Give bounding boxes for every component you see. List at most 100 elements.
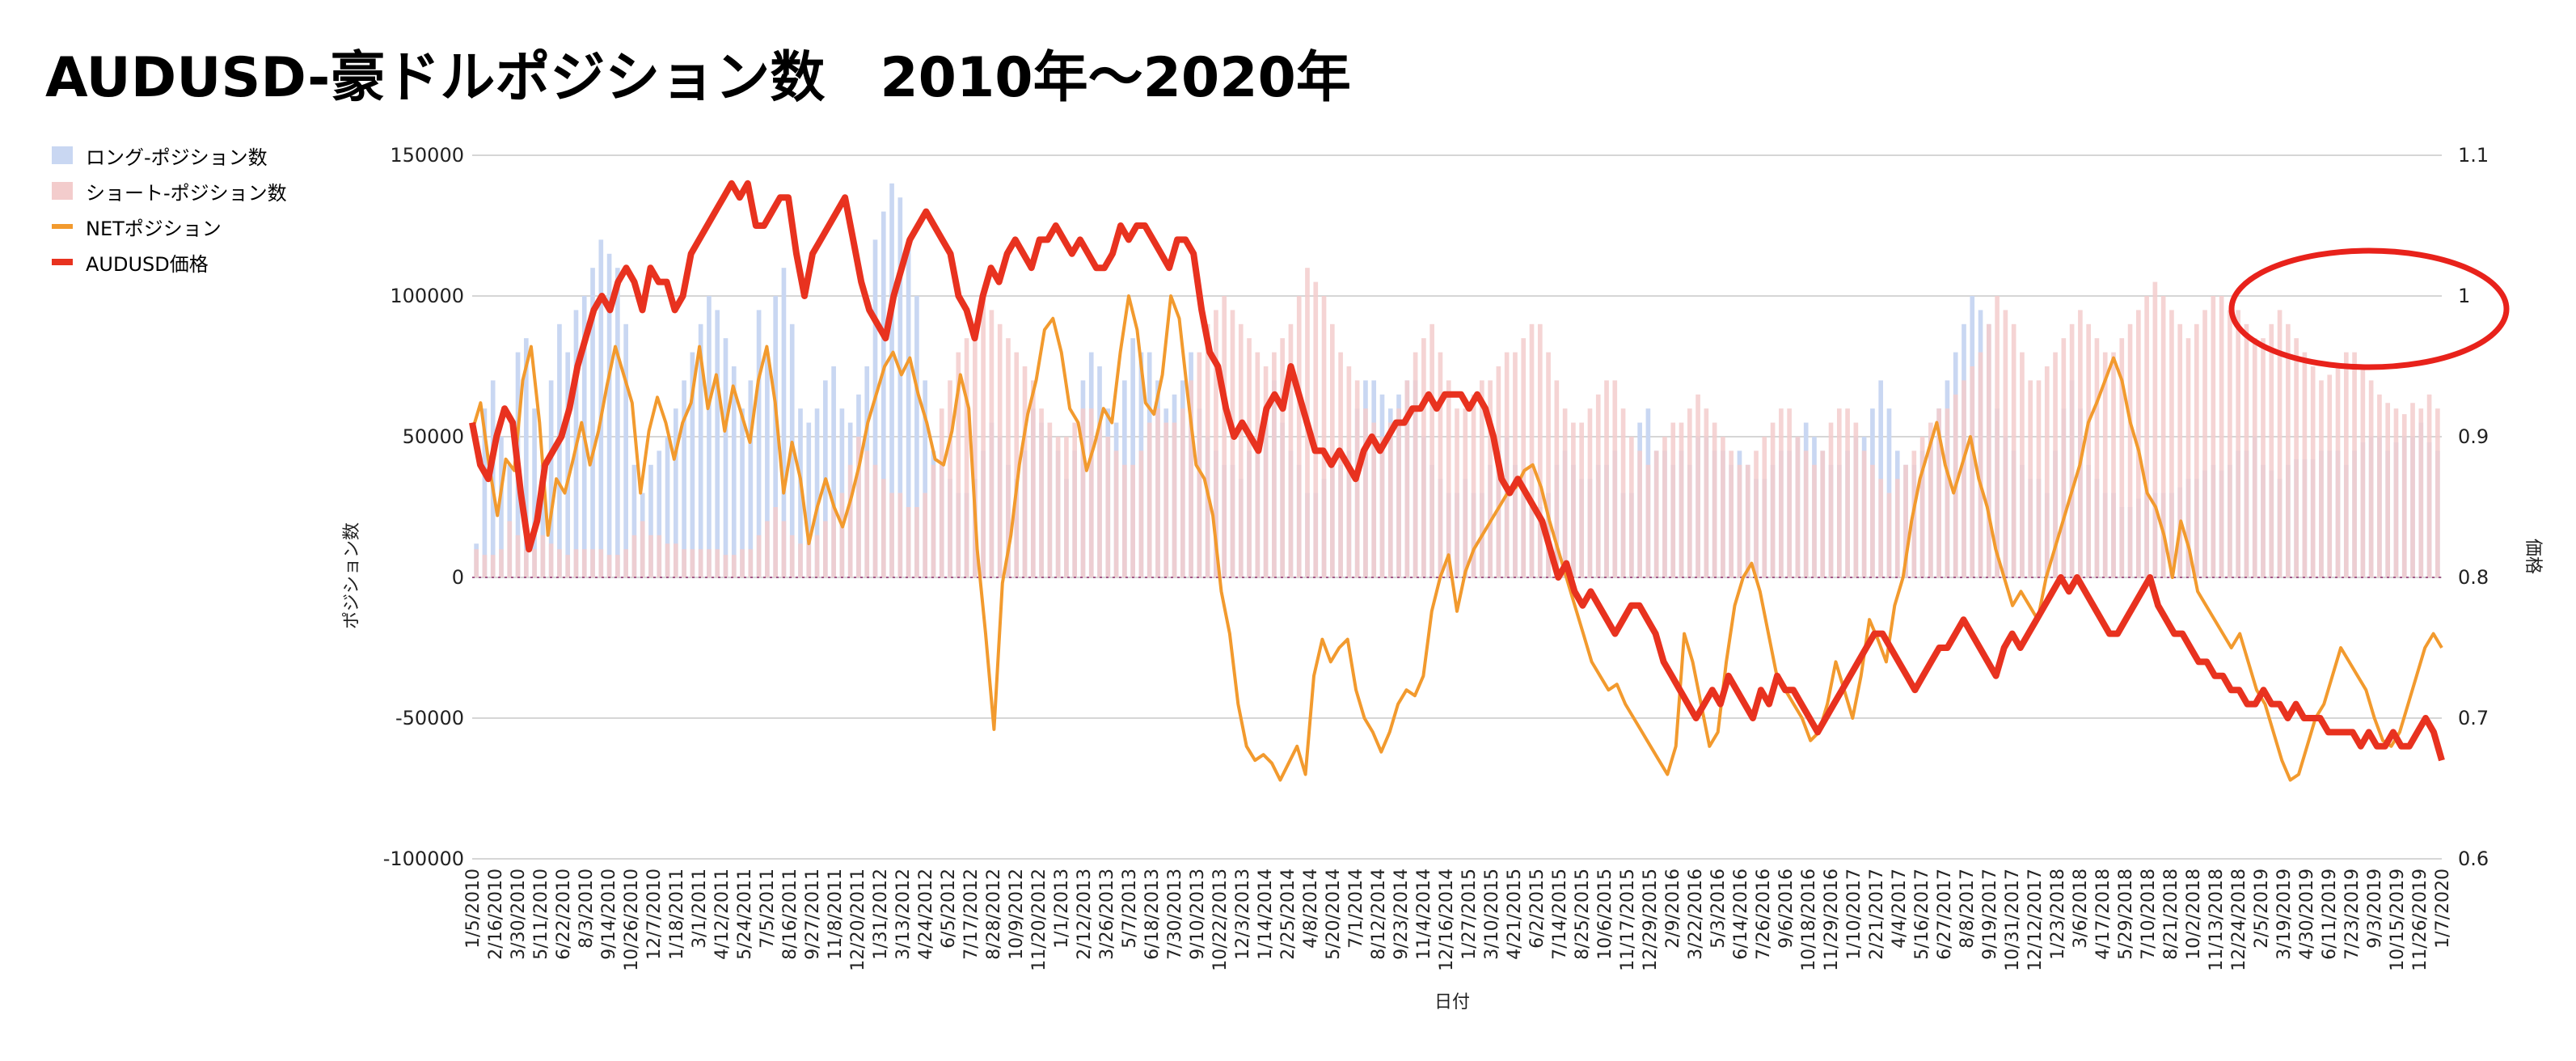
short-bar <box>2202 310 2207 577</box>
x-tick-label: 3/13/2012 <box>893 869 914 960</box>
short-bar <box>1870 464 1875 577</box>
x-tick-label: 5/3/2016 <box>1708 869 1729 949</box>
y2-tick-label: 0.9 <box>2458 425 2489 448</box>
short-bar <box>2036 380 2042 577</box>
y-tick-label: -50000 <box>395 707 464 729</box>
short-bar <box>914 507 919 577</box>
x-tick-label: 6/14/2016 <box>1731 869 1751 960</box>
legend-item-price[interactable]: AUDUSD価格 <box>52 244 287 280</box>
long-bar <box>665 437 670 577</box>
long-bar <box>606 253 612 577</box>
short-bar <box>1413 352 1418 577</box>
long-bar <box>707 296 712 577</box>
legend-item-long[interactable]: ロング-ポジション数 <box>52 137 287 173</box>
long-bar <box>756 310 762 577</box>
short-bar <box>1820 450 1826 577</box>
short-bar <box>1878 479 1884 577</box>
short-bar <box>781 521 787 577</box>
short-bar <box>482 555 488 577</box>
short-bar <box>1886 492 1892 577</box>
short-bar <box>880 479 886 577</box>
short-bar <box>2169 310 2174 577</box>
x-tick-label: 7/17/2012 <box>961 869 982 960</box>
x-tick-label: 1/1/2013 <box>1052 869 1072 949</box>
chart-title: AUDUSD-豪ドルポジション数 2010年〜2020年 <box>45 46 1351 110</box>
long-bar <box>598 239 604 577</box>
short-bar <box>1396 408 1401 577</box>
x-tick-label: 2/9/2016 <box>1663 869 1683 949</box>
short-bar <box>2360 366 2366 577</box>
short-bar <box>2053 352 2058 577</box>
short-bar <box>532 549 537 577</box>
long-bar <box>648 464 653 577</box>
y2-tick-label: 0.7 <box>2458 707 2489 729</box>
short-bar <box>1970 366 1975 577</box>
short-bar <box>1014 352 1020 577</box>
x-tick-label: 1/18/2011 <box>667 869 687 960</box>
short-bar <box>1836 408 1842 577</box>
x-tick-label: 2/16/2010 <box>486 869 506 960</box>
short-bar <box>2401 414 2407 577</box>
short-bar <box>2028 380 2033 577</box>
x-tick-label: 9/6/2016 <box>1776 869 1797 949</box>
x-tick-label: 11/4/2014 <box>1414 869 1434 960</box>
short-bar <box>2078 310 2083 577</box>
x-tick-label: 8/21/2018 <box>2161 869 2181 960</box>
short-bar <box>964 338 969 577</box>
short-bar <box>1861 450 1867 577</box>
x-tick-label: 2/21/2017 <box>1867 869 1887 960</box>
x-tick-label: 6/18/2013 <box>1142 869 1163 960</box>
long-bar <box>532 408 537 577</box>
long-bar <box>765 352 770 577</box>
short-bar <box>2261 338 2266 577</box>
short-bar <box>1222 296 1227 577</box>
short-bar <box>981 296 986 577</box>
long-bar <box>889 183 894 578</box>
short-bar <box>2327 374 2333 577</box>
long-bar <box>897 197 903 577</box>
y-tick-label: 50000 <box>403 425 464 448</box>
short-bar <box>956 352 961 577</box>
x-tick-label: 8/25/2015 <box>1573 869 1593 960</box>
long-bar <box>523 338 529 577</box>
short-bar <box>1779 408 1784 577</box>
short-bar <box>1214 310 1218 577</box>
short-bar <box>798 543 803 577</box>
short-bar <box>872 464 878 577</box>
short-bar <box>1803 450 1809 577</box>
short-bar <box>1712 422 1717 577</box>
y2-axis-title: 価格 <box>2523 539 2543 574</box>
x-tick-label: 12/20/2011 <box>848 869 868 971</box>
short-bar <box>1945 408 1950 577</box>
short-bar <box>1845 408 1850 577</box>
long-bar <box>548 380 554 577</box>
short-bar <box>557 549 562 577</box>
short-bar <box>2020 352 2025 577</box>
short-bar <box>1554 380 1560 577</box>
short-bar <box>490 555 496 577</box>
short-bar <box>1696 394 1700 577</box>
long-bar <box>773 296 778 577</box>
long-bar <box>731 366 737 577</box>
x-tick-label: 7/1/2014 <box>1346 869 1366 949</box>
short-bar <box>2044 366 2050 577</box>
long-bar <box>814 408 820 577</box>
y-axis-left: 150000 100000 50000 0 -50000 -100000 <box>383 144 464 870</box>
short-bar <box>1189 380 1193 577</box>
legend-swatch-short <box>52 182 73 200</box>
x-tick-label: 5/16/2017 <box>1912 869 1932 960</box>
short-bar <box>1255 352 1261 577</box>
x-tick-label: 4/30/2019 <box>2297 869 2317 960</box>
legend-item-short[interactable]: ショート-ポジション数 <box>52 173 287 209</box>
x-tick-label: 5/20/2014 <box>1324 869 1344 960</box>
long-bar <box>715 310 720 577</box>
short-bar <box>1321 296 1327 577</box>
short-bar <box>1338 352 1343 577</box>
short-bar <box>1604 380 1609 577</box>
short-bar <box>1280 338 1285 577</box>
short-bar <box>2244 323 2249 577</box>
legend-item-net[interactable]: NETポジション <box>52 209 287 244</box>
short-bar <box>756 535 762 577</box>
long-bar <box>623 323 628 577</box>
x-tick-label: 4/17/2018 <box>2093 869 2114 960</box>
